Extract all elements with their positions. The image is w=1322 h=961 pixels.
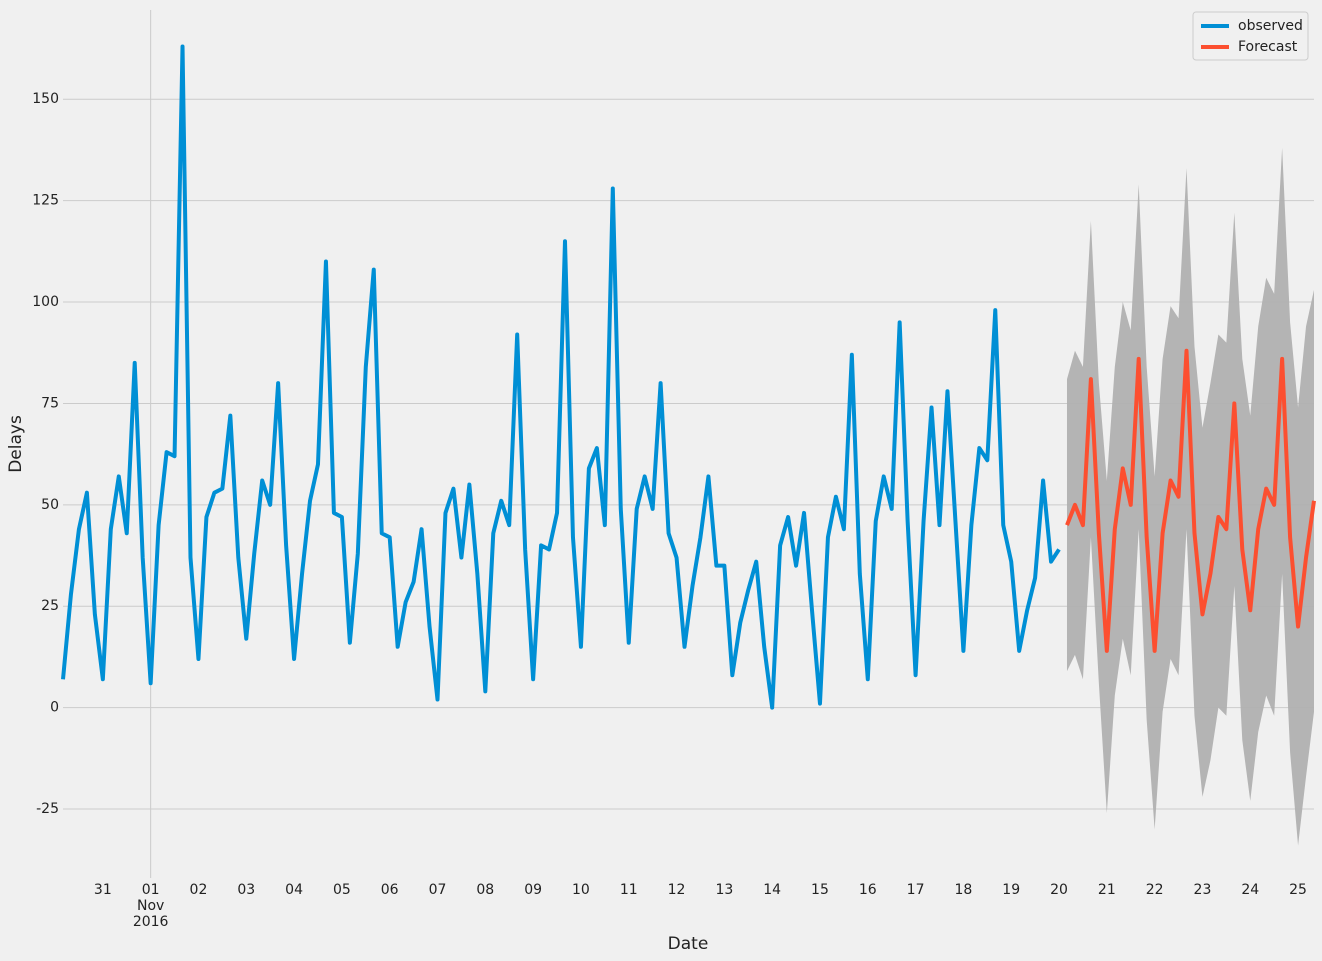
x-tick-label: 06 <box>381 882 399 898</box>
x-tick-label: 05 <box>333 882 351 898</box>
y-axis-title: Delays <box>6 415 26 473</box>
y-tick-label: 0 <box>50 700 59 716</box>
x-tick-label: 14 <box>763 882 781 898</box>
legend-label: observed <box>1238 18 1303 34</box>
series-line <box>1065 348 1316 653</box>
x-tick-label: 08 <box>476 882 494 898</box>
x-tick-label: 10 <box>572 882 590 898</box>
y-tick-label: -25 <box>36 801 59 817</box>
y-tick-label: 100 <box>32 294 59 310</box>
x-tick-label: 11 <box>620 882 638 898</box>
x-tick-label: 24 <box>1241 882 1259 898</box>
x-tick-label: 07 <box>429 882 447 898</box>
x-tick-label: 21 <box>1098 882 1116 898</box>
x-tick-label: 09 <box>524 882 542 898</box>
x-tick-label: 01 Nov 2016 <box>133 882 169 930</box>
legend: observed Forecast <box>1192 11 1309 61</box>
x-tick-label: 13 <box>715 882 733 898</box>
x-tick-label: 04 <box>285 882 303 898</box>
x-tick-label: 18 <box>954 882 972 898</box>
y-tick-label: 25 <box>41 598 59 614</box>
series-line <box>61 44 1061 710</box>
x-tick-label: 23 <box>1194 882 1212 898</box>
y-tick-label: 75 <box>41 395 59 411</box>
x-tick-label: 19 <box>1002 882 1020 898</box>
y-tick-label: 150 <box>32 91 59 107</box>
x-tick-label: 22 <box>1146 882 1164 898</box>
x-tick-label: 25 <box>1289 882 1307 898</box>
x-tick-label: 02 <box>190 882 208 898</box>
x-axis-title: Date <box>668 934 709 954</box>
legend-label: Forecast <box>1238 39 1298 55</box>
x-tick-label: 03 <box>237 882 255 898</box>
y-tick-label: 125 <box>32 193 59 209</box>
x-tick-label: 15 <box>811 882 829 898</box>
x-tick-label: 12 <box>668 882 686 898</box>
y-tick-label: 50 <box>41 497 59 513</box>
x-tick-label: 20 <box>1050 882 1068 898</box>
x-tick-label: 17 <box>907 882 925 898</box>
x-tick-label: 16 <box>859 882 877 898</box>
x-tick-label: 31 <box>94 882 112 898</box>
confidence-band <box>1066 147 1314 846</box>
